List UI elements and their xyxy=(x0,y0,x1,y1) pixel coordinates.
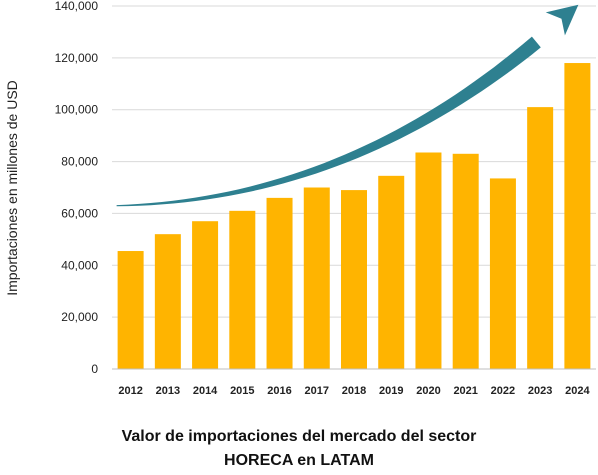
y-tick-label: 80,000 xyxy=(61,155,98,169)
trend-arrow-head xyxy=(545,4,579,36)
bar-2024 xyxy=(564,63,591,370)
bar-2019 xyxy=(378,175,405,369)
bar-2020 xyxy=(415,152,442,369)
bar-2021 xyxy=(452,153,479,369)
bar-2018 xyxy=(341,190,367,369)
x-tick-label: 2016 xyxy=(267,385,291,397)
x-tick-label: 2019 xyxy=(379,385,403,397)
x-tick-label: 2024 xyxy=(565,385,590,397)
y-tick-label: 20,000 xyxy=(61,310,98,324)
trend-arrow xyxy=(116,4,579,207)
bar-2013 xyxy=(154,234,181,369)
x-axis-ticks: 2012 2013 2014 2015 2016 2017 2018 2019 2020 2021… xyxy=(118,385,590,397)
bar-2016 xyxy=(266,197,293,369)
x-tick-label: 2021 xyxy=(453,385,477,397)
chart-title-line-1: Valor de importaciones del mercado del s… xyxy=(121,428,477,445)
x-tick-label: 2013 xyxy=(156,385,180,397)
chart-title-line-2: HORECA en LATAM xyxy=(224,452,374,469)
bar-2014 xyxy=(192,221,219,369)
x-tick-label: 2020 xyxy=(416,385,440,397)
bars xyxy=(117,63,591,370)
y-axis-label: Importaciones en millones de USD xyxy=(4,80,20,296)
y-tick-label: 60,000 xyxy=(61,206,98,220)
y-tick-label: 0 xyxy=(91,362,98,376)
x-tick-label: 2017 xyxy=(305,385,329,397)
x-tick-label: 2014 xyxy=(193,385,218,397)
y-tick-label: 100,000 xyxy=(55,103,99,117)
bar-2023 xyxy=(527,107,554,369)
y-tick-label: 120,000 xyxy=(55,51,99,65)
y-axis-ticks: 0 20,000 40,000 60,000 80,000 100,000 120,000 1… xyxy=(55,0,99,376)
y-tick-label: 140,000 xyxy=(55,0,99,13)
x-tick-label: 2022 xyxy=(491,385,515,397)
chart-title: Valor de importaciones del mercado del s… xyxy=(0,425,598,473)
bar-2012 xyxy=(117,251,144,369)
x-tick-label: 2012 xyxy=(118,385,142,397)
bar-2017 xyxy=(303,187,330,369)
x-tick-label: 2018 xyxy=(342,385,366,397)
bar-2015 xyxy=(229,210,256,369)
bar-2022 xyxy=(489,178,516,369)
x-tick-label: 2023 xyxy=(528,385,552,397)
y-tick-label: 40,000 xyxy=(61,258,98,272)
x-tick-label: 2015 xyxy=(230,385,254,397)
